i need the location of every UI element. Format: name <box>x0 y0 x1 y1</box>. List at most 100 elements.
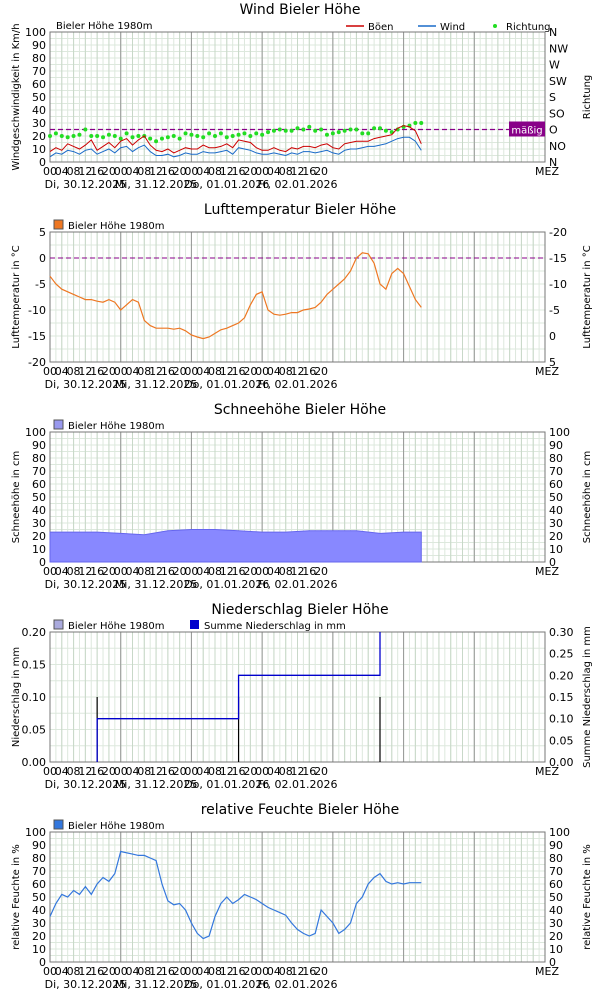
x-day-label: Mi, 31.12.2025 <box>115 578 198 591</box>
y-tick-label-right: 10 <box>549 943 563 956</box>
direction-point <box>224 135 229 140</box>
legend-boeen-label: Böen <box>368 22 393 33</box>
direction-point <box>242 131 247 136</box>
direction-point <box>360 131 365 136</box>
y-tick-label-right: 10 <box>549 543 563 556</box>
y-tick-label-right: N <box>549 156 557 169</box>
y-tick-label-right: 40 <box>549 504 563 517</box>
x-hour-tick: 00 <box>184 765 198 778</box>
y-axis-label: Windgeschwindigkeit in Km/h <box>11 23 22 170</box>
x-hour-tick: 00 <box>114 765 128 778</box>
y-tick-label: 30 <box>32 917 46 930</box>
y-tick-label-right: SW <box>549 75 567 88</box>
x-hour-tick: 20 <box>102 365 116 378</box>
x-day-label: Fr, 02.01.2026 <box>257 978 337 991</box>
chart-title: Niederschlag Bieler Höhe <box>211 602 388 618</box>
y-tick-label-right: 50 <box>549 891 563 904</box>
x-timezone-label: MEZ <box>535 165 559 178</box>
y-tick-label-right: -5 <box>549 304 560 317</box>
y-tick-label-right: N <box>549 26 557 39</box>
x-day-label: Di, 30.12.2025 <box>45 178 127 191</box>
x-timezone-label: MEZ <box>535 365 559 378</box>
x-hour-tick: 20 <box>102 765 116 778</box>
x-hour-tick: 20 <box>173 365 187 378</box>
x-day-label: Fr, 02.01.2026 <box>257 178 337 191</box>
y-tick-label-right: 0 <box>549 330 556 343</box>
y-axis-label: Lufttemperatur in °C <box>11 245 22 348</box>
x-hour-tick: 16 <box>161 565 175 578</box>
y-tick-label: 100 <box>25 826 46 839</box>
x-day-label: Do, 01.01.2026 <box>184 578 269 591</box>
direction-point <box>165 135 170 140</box>
y-tick-label-right: 0.20 <box>549 669 574 682</box>
y-tick-label: 40 <box>32 904 46 917</box>
x-hour-tick: 12 <box>220 365 234 378</box>
y-tick-label-right: 80 <box>549 452 563 465</box>
reference-label: mäßig <box>511 126 542 137</box>
y-tick-label: 0 <box>39 956 46 969</box>
x-hour-tick: 08 <box>208 165 222 178</box>
direction-point <box>77 132 82 137</box>
x-hour-tick: 08 <box>208 565 222 578</box>
x-hour-tick: 08 <box>137 165 151 178</box>
y-tick-label-right: 100 <box>549 426 570 439</box>
y-tick-label-right: -10 <box>549 278 567 291</box>
x-hour-tick: 00 <box>114 565 128 578</box>
y-tick-label-right: NO <box>549 140 566 153</box>
station-label: Bieler Höhe 1980m <box>68 421 165 432</box>
y-tick-label: 60 <box>32 878 46 891</box>
x-hour-tick: 12 <box>291 765 305 778</box>
y-tick-label: -20 <box>28 356 46 369</box>
direction-point <box>201 135 206 140</box>
direction-point <box>395 127 400 132</box>
y-tick-label: 50 <box>32 91 46 104</box>
x-hour-tick: 04 <box>267 965 281 978</box>
direction-point <box>189 132 194 137</box>
x-hour-tick: 04 <box>55 165 69 178</box>
x-hour-tick: 20 <box>314 365 328 378</box>
y-tick-label: -5 <box>35 278 46 291</box>
y-tick-label-right: 70 <box>549 465 563 478</box>
x-hour-tick: 08 <box>279 565 293 578</box>
y-tick-label: 100 <box>25 26 46 39</box>
x-hour-tick: 08 <box>137 765 151 778</box>
x-hour-tick: 08 <box>279 165 293 178</box>
direction-point <box>266 130 271 135</box>
y-tick-label: 60 <box>32 478 46 491</box>
x-hour-tick: 12 <box>220 965 234 978</box>
x-hour-tick: 12 <box>78 365 92 378</box>
x-hour-tick: 20 <box>102 565 116 578</box>
y-tick-label: 0.15 <box>22 659 47 672</box>
x-hour-tick: 00 <box>43 165 57 178</box>
station-label: Bieler Höhe 1980m <box>68 821 165 832</box>
x-hour-tick: 12 <box>149 765 163 778</box>
direction-point <box>148 136 153 141</box>
x-day-label: Mi, 31.12.2025 <box>115 178 198 191</box>
x-hour-tick: 16 <box>302 165 316 178</box>
direction-point <box>342 128 347 133</box>
chart-title: Wind Bieler Höhe <box>239 2 360 18</box>
direction-point <box>48 134 52 138</box>
x-hour-tick: 20 <box>243 765 257 778</box>
y-tick-label-right: 0.25 <box>549 648 574 661</box>
y-tick-label: 20 <box>32 130 46 143</box>
x-hour-tick: 08 <box>279 765 293 778</box>
direction-point <box>154 139 159 144</box>
y-tick-label-right: SO <box>549 107 565 120</box>
direction-point <box>124 131 129 136</box>
x-hour-tick: 20 <box>173 165 187 178</box>
x-hour-tick: 20 <box>243 565 257 578</box>
x-hour-tick: 00 <box>184 165 198 178</box>
direction-point <box>330 131 335 136</box>
x-day-label: Do, 01.01.2026 <box>184 978 269 991</box>
y-tick-label: -15 <box>28 330 46 343</box>
direction-point <box>171 134 176 138</box>
legend-wind-label: Wind <box>440 22 465 33</box>
x-hour-tick: 00 <box>255 965 269 978</box>
x-timezone-label: MEZ <box>535 565 559 578</box>
y-tick-label: 70 <box>32 465 46 478</box>
direction-point <box>419 121 424 125</box>
x-hour-tick: 20 <box>314 765 328 778</box>
y-tick-label: 40 <box>32 504 46 517</box>
x-hour-tick: 20 <box>173 965 187 978</box>
